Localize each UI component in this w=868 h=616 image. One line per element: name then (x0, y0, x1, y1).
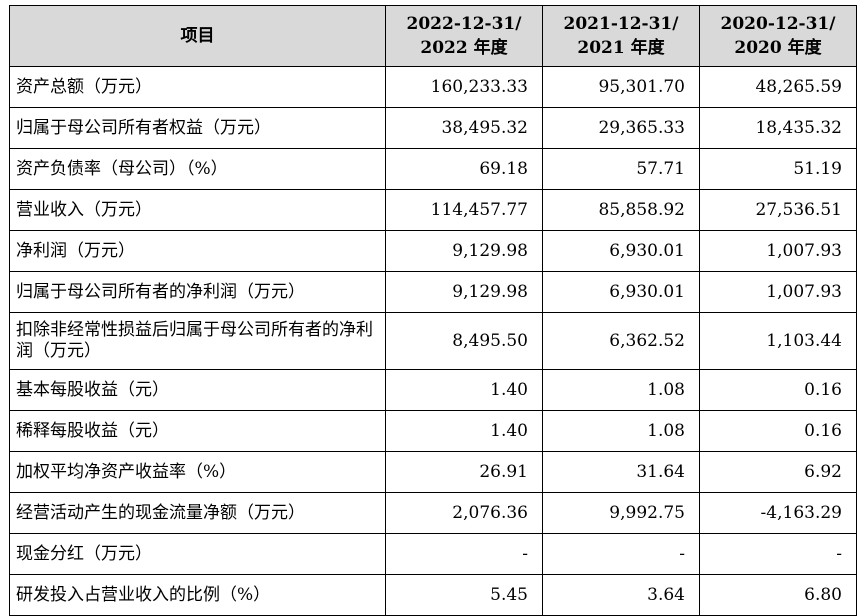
table-row: 基本每股收益（元） 1.40 1.08 0.16 (9, 369, 857, 411)
table-row: 营业收入（万元） 114,457.77 85,858.92 27,536.51 (9, 189, 857, 231)
cell-value: 1.08 (542, 369, 700, 411)
row-label-cash-dividend: 现金分红（万元） (9, 533, 386, 575)
financial-indicators-table: 项目 2022-12-31/ 2022 年度 2021-12-31/ 2021 … (9, 5, 857, 616)
table-row: 归属于母公司所有者权益（万元） 38,495.32 29,365.33 18,4… (9, 107, 857, 149)
header-year-2021-period: 2021 年度 (577, 38, 665, 58)
row-label-net-profit: 净利润（万元） (9, 230, 386, 272)
header-year-2022: 2022-12-31/ 2022 年度 (385, 5, 543, 67)
cell-value: -4,163.29 (699, 492, 857, 534)
cell-value: 85,858.92 (542, 189, 700, 231)
header-year-2020: 2020-12-31/ 2020 年度 (699, 5, 857, 67)
cell-value: 5.45 (385, 574, 543, 616)
row-label-revenue: 营业收入（万元） (9, 189, 386, 231)
row-label-parent-equity: 归属于母公司所有者权益（万元） (9, 107, 386, 149)
table-header-row: 项目 2022-12-31/ 2022 年度 2021-12-31/ 2021 … (9, 5, 857, 67)
cell-value: 1,007.93 (699, 271, 857, 313)
cell-value: 38,495.32 (385, 107, 543, 149)
table-row: 资产总额（万元） 160,233.33 95,301.70 48,265.59 (9, 66, 857, 108)
financial-table-container: 项目 2022-12-31/ 2022 年度 2021-12-31/ 2021 … (9, 5, 857, 616)
header-year-2021-date: 2021-12-31/ (563, 14, 679, 34)
cell-value: - (385, 533, 543, 575)
cell-value: 69.18 (385, 148, 543, 190)
cell-value: 1.40 (385, 369, 543, 411)
cell-value: 0.16 (699, 369, 857, 411)
cell-value: 9,129.98 (385, 230, 543, 272)
cell-value: - (699, 533, 857, 575)
row-label-parent-net-profit: 归属于母公司所有者的净利润（万元） (9, 271, 386, 313)
cell-value: 6.92 (699, 451, 857, 493)
cell-value: - (542, 533, 700, 575)
table-row: 加权平均净资产收益率（%） 26.91 31.64 6.92 (9, 451, 857, 493)
row-label-diluted-eps: 稀释每股收益（元） (9, 410, 386, 452)
row-label-debt-ratio: 资产负债率（母公司）（%） (9, 148, 386, 190)
cell-value: 51.19 (699, 148, 857, 190)
cell-value: 57.71 (542, 148, 700, 190)
header-year-2020-date: 2020-12-31/ (720, 14, 836, 34)
cell-value: 1.40 (385, 410, 543, 452)
cell-value: 26.91 (385, 451, 543, 493)
header-item: 项目 (9, 5, 386, 67)
cell-value: 8,495.50 (385, 312, 543, 370)
cell-value: 9,129.98 (385, 271, 543, 313)
cell-value: 0.16 (699, 410, 857, 452)
cell-value: 3.64 (542, 574, 700, 616)
table-row: 归属于母公司所有者的净利润（万元） 9,129.98 6,930.01 1,00… (9, 271, 857, 313)
cell-value: 1.08 (542, 410, 700, 452)
cell-value: 95,301.70 (542, 66, 700, 108)
cell-value: 1,103.44 (699, 312, 857, 370)
cell-value: 18,435.32 (699, 107, 857, 149)
cell-value: 1,007.93 (699, 230, 857, 272)
cell-value: 160,233.33 (385, 66, 543, 108)
cell-value: 6,362.52 (542, 312, 700, 370)
row-label-basic-eps: 基本每股收益（元） (9, 369, 386, 411)
table-row: 扣除非经常性损益后归属于母公司所有者的净利润（万元） 8,495.50 6,36… (9, 312, 857, 370)
header-year-2022-date: 2022-12-31/ (406, 14, 522, 34)
table-row: 经营活动产生的现金流量净额（万元） 2,076.36 9,992.75 -4,1… (9, 492, 857, 534)
cell-value: 6.80 (699, 574, 857, 616)
cell-value: 27,536.51 (699, 189, 857, 231)
cell-value: 48,265.59 (699, 66, 857, 108)
table-row: 稀释每股收益（元） 1.40 1.08 0.16 (9, 410, 857, 452)
header-year-2022-period: 2022 年度 (420, 38, 508, 58)
cell-value: 9,992.75 (542, 492, 700, 534)
row-label-total-assets: 资产总额（万元） (9, 66, 386, 108)
table-row: 现金分红（万元） - - - (9, 533, 857, 575)
cell-value: 2,076.36 (385, 492, 543, 534)
cell-value: 6,930.01 (542, 271, 700, 313)
cell-value: 6,930.01 (542, 230, 700, 272)
cell-value: 29,365.33 (542, 107, 700, 149)
table-row: 净利润（万元） 9,129.98 6,930.01 1,007.93 (9, 230, 857, 272)
table-row: 资产负债率（母公司）（%） 69.18 57.71 51.19 (9, 148, 857, 190)
header-year-2020-period: 2020 年度 (734, 38, 822, 58)
cell-value: 31.64 (542, 451, 700, 493)
table-row: 研发投入占营业收入的比例（%） 5.45 3.64 6.80 (9, 574, 857, 616)
cell-value: 114,457.77 (385, 189, 543, 231)
row-label-operating-cash-flow: 经营活动产生的现金流量净额（万元） (9, 492, 386, 534)
row-label-rd-ratio: 研发投入占营业收入的比例（%） (9, 574, 386, 616)
row-label-adjusted-net-profit: 扣除非经常性损益后归属于母公司所有者的净利润（万元） (9, 312, 386, 370)
row-label-roe: 加权平均净资产收益率（%） (9, 451, 386, 493)
header-year-2021: 2021-12-31/ 2021 年度 (542, 5, 700, 67)
